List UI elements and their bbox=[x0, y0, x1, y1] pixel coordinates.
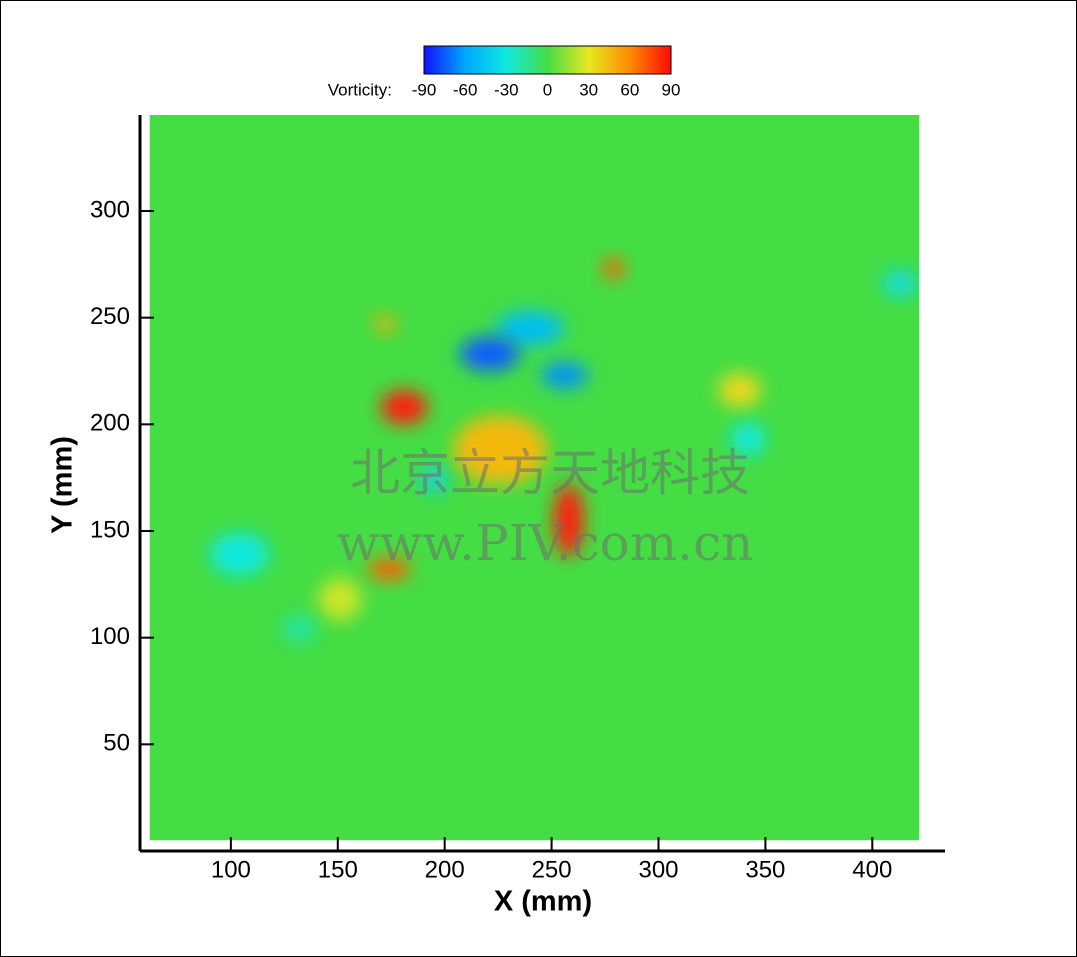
x-tick-label: 200 bbox=[425, 856, 465, 883]
x-tick-label: 100 bbox=[211, 856, 251, 883]
y-tick-label: 50 bbox=[103, 730, 130, 757]
vorticity-region bbox=[718, 373, 762, 408]
vorticity-region bbox=[602, 257, 625, 280]
vorticity-region bbox=[421, 467, 447, 493]
colorbar-tick-label: -90 bbox=[412, 80, 437, 99]
colorbar-tick-label: -30 bbox=[494, 80, 519, 99]
x-tick-label: 400 bbox=[852, 856, 892, 883]
colorbar-tick-label: 0 bbox=[543, 80, 552, 99]
y-tick-label: 250 bbox=[90, 303, 130, 330]
vorticity-region bbox=[553, 484, 584, 557]
vorticity-region bbox=[459, 336, 520, 371]
vorticity-region bbox=[882, 270, 918, 297]
x-tick-label: 150 bbox=[318, 856, 358, 883]
y-tick-label: 150 bbox=[90, 516, 130, 543]
vorticity-region bbox=[453, 415, 548, 485]
colorbar-label: Vorticity: bbox=[328, 80, 392, 99]
colorbar-tick-label: -60 bbox=[453, 80, 478, 99]
x-tick-label: 250 bbox=[532, 856, 572, 883]
x-tick-label: 300 bbox=[638, 856, 678, 883]
vorticity-region bbox=[731, 422, 766, 457]
vorticity-region bbox=[540, 362, 588, 389]
field-background bbox=[149, 115, 920, 841]
vorticity-region bbox=[209, 533, 270, 576]
y-tick-label: 100 bbox=[90, 623, 130, 650]
field bbox=[149, 115, 920, 841]
vorticity-region bbox=[374, 315, 396, 333]
colorbar-tick-label: 90 bbox=[662, 80, 681, 99]
colorbar-tick-label: 30 bbox=[579, 80, 598, 99]
y-axis-title: Y (mm) bbox=[47, 436, 79, 534]
colorbar bbox=[423, 45, 672, 75]
x-axis-title: X (mm) bbox=[494, 886, 592, 918]
vorticity-region bbox=[282, 616, 317, 642]
y-tick-label: 200 bbox=[90, 410, 130, 437]
watermark: 北京立方天地科技 bbox=[350, 444, 750, 502]
vorticity-region bbox=[318, 577, 362, 621]
vorticity-region bbox=[380, 390, 428, 425]
x-tick-label: 350 bbox=[745, 856, 785, 883]
colorbar-tick-label: 60 bbox=[620, 80, 639, 99]
vorticity-region bbox=[367, 558, 411, 581]
watermark: www.PIV.com.cn bbox=[337, 514, 754, 572]
vorticity-region bbox=[495, 311, 565, 346]
y-tick-label: 300 bbox=[90, 196, 130, 223]
